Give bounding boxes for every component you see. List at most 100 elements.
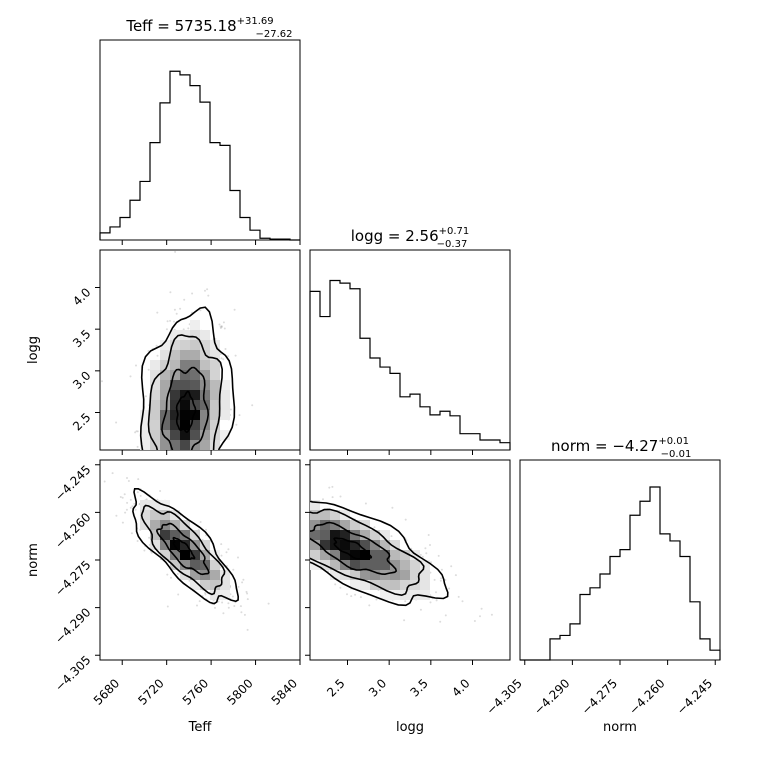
sample-point <box>205 528 207 531</box>
density-cell <box>170 360 180 370</box>
density-cell <box>320 540 330 550</box>
density-cell <box>310 530 320 540</box>
sample-point <box>435 599 438 602</box>
density-cell <box>330 550 340 560</box>
density-cell <box>150 540 160 550</box>
sample-point <box>220 543 223 546</box>
density-cell <box>150 510 160 520</box>
density-cell <box>420 580 430 590</box>
density-cell <box>160 340 170 350</box>
sample-point <box>209 464 211 466</box>
x-tick-label: 3.0 <box>366 676 389 699</box>
sample-point <box>183 298 186 301</box>
sample-point <box>229 408 232 411</box>
sample-point <box>137 519 139 521</box>
x-tick-label: −4.260 <box>626 676 667 717</box>
sample-point <box>158 484 160 486</box>
sample-point <box>229 497 231 499</box>
sample-point <box>139 494 142 497</box>
density-cell <box>200 580 210 590</box>
sample-point <box>287 526 289 528</box>
density-cell <box>150 410 160 420</box>
sample-point <box>277 509 279 511</box>
sample-point <box>126 501 129 504</box>
density-cell <box>180 410 190 420</box>
sample-point <box>225 551 228 554</box>
sample-point <box>285 480 287 482</box>
x-tick-label: 5680 <box>91 676 122 707</box>
sample-point <box>195 467 197 469</box>
density-cell <box>210 350 220 360</box>
sample-point <box>234 501 236 503</box>
sample-point <box>204 472 206 474</box>
sample-point <box>250 541 252 543</box>
sample-point <box>193 455 195 457</box>
sample-point <box>197 452 199 454</box>
density-cell <box>200 430 210 440</box>
density-cell <box>180 350 190 360</box>
sample-point <box>160 589 162 591</box>
sample-point <box>238 506 240 508</box>
x-tick-label: −4.305 <box>484 676 525 717</box>
density-cell <box>420 570 430 580</box>
sample-point <box>359 596 362 599</box>
sample-point <box>300 547 302 549</box>
sample-point <box>285 535 287 537</box>
sample-point <box>242 578 245 581</box>
density-cell <box>150 500 160 510</box>
sample-point <box>256 484 258 486</box>
sample-point <box>223 327 226 330</box>
sample-point <box>429 544 431 546</box>
sample-point <box>219 327 222 329</box>
sample-point <box>224 479 226 481</box>
sample-point <box>322 498 324 501</box>
density-cell <box>140 510 150 520</box>
axis-ticks: 5680 5720 5760 5800 5840 2.5 3.0 3.5 4.0 −4.305 −4… <box>52 240 716 718</box>
sample-point <box>225 520 227 522</box>
sample-point <box>182 475 184 477</box>
density-cell <box>380 550 390 560</box>
sample-point <box>103 480 106 483</box>
sample-point <box>147 454 149 456</box>
sample-point <box>206 288 209 291</box>
sample-point <box>292 509 294 511</box>
sample-point <box>211 452 213 454</box>
y-tick-label: −4.260 <box>52 510 93 551</box>
density-cell <box>200 360 210 370</box>
sample-point <box>176 471 178 473</box>
sample-point <box>147 463 149 465</box>
sample-point <box>303 521 305 523</box>
density-cell <box>190 580 200 590</box>
density-cell <box>160 390 170 400</box>
density-cell <box>390 540 400 550</box>
density-cell <box>180 370 190 380</box>
density-cell <box>140 420 150 430</box>
density-cell <box>350 570 360 580</box>
sample-point <box>196 454 198 456</box>
density-cell <box>380 560 390 570</box>
sample-point <box>182 328 185 331</box>
density-cell <box>170 390 180 400</box>
density-cell <box>310 520 320 530</box>
density-cell <box>390 570 400 580</box>
y-tick-label: 4.0 <box>70 285 93 308</box>
sample-point <box>266 520 268 522</box>
sample-point <box>327 570 330 573</box>
density-cell <box>180 330 190 340</box>
density-cell <box>400 560 410 570</box>
density-cell <box>180 430 190 440</box>
density-cell <box>210 590 220 600</box>
density-cell <box>220 590 230 600</box>
density-logg-norm <box>209 464 493 623</box>
sample-point <box>207 478 209 480</box>
density-cell <box>360 540 370 550</box>
sample-point <box>156 354 159 357</box>
sample-point <box>182 454 184 456</box>
x-tick-label: −4.290 <box>531 676 572 717</box>
sample-point <box>286 577 288 579</box>
sample-point <box>101 380 103 383</box>
sample-point <box>233 308 236 311</box>
density-cell <box>310 540 320 550</box>
sample-point <box>267 490 269 492</box>
sample-point <box>227 606 230 609</box>
